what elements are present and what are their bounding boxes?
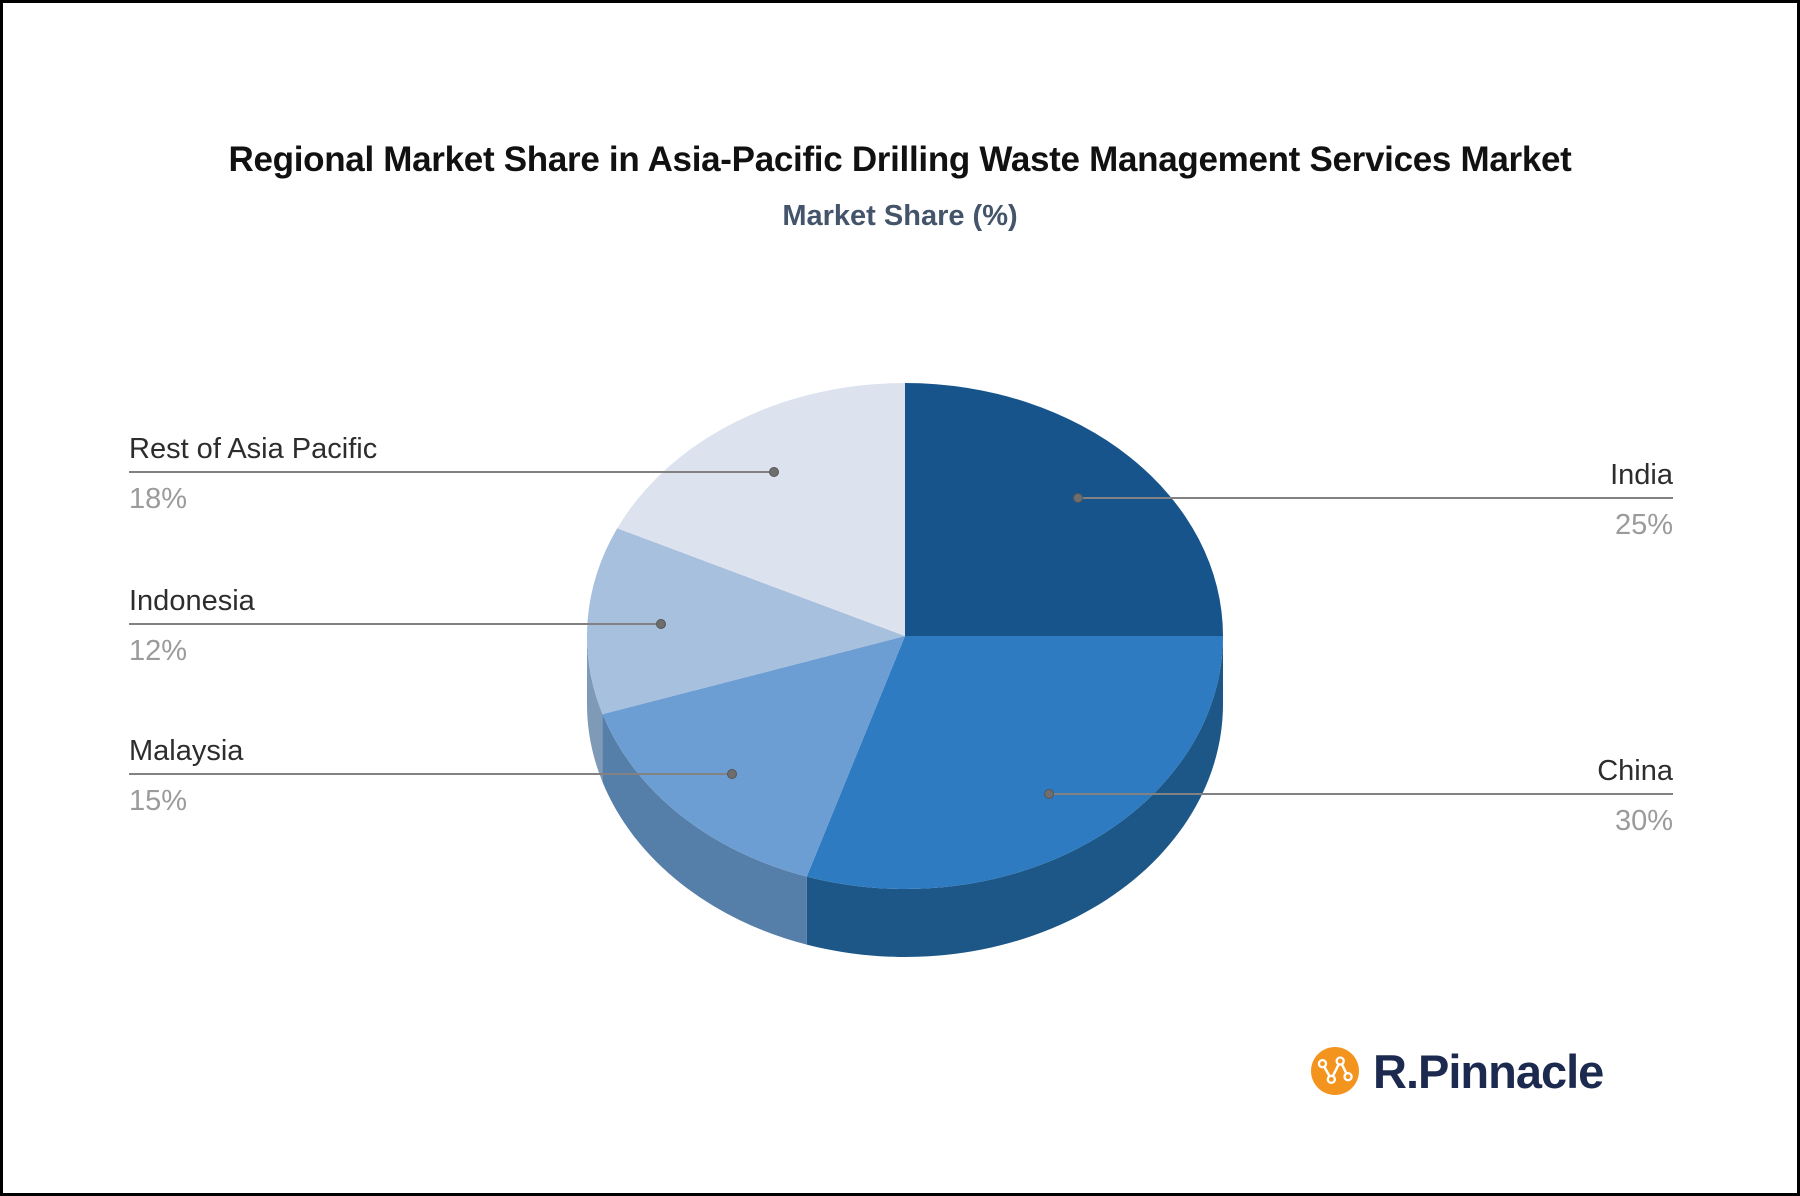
slice-percentage: 30%: [1614, 804, 1673, 837]
slice-percentage: 12%: [129, 634, 188, 667]
chart-title: Regional Market Share in Asia-Pacific Dr…: [228, 140, 1572, 179]
slice-percentage: 18%: [129, 482, 188, 515]
pie-slice-side-indonesia: [587, 636, 603, 783]
leader-dot-malaysia: [726, 768, 737, 779]
slice-label: Rest of Asia Pacific: [129, 432, 378, 465]
pie-slice-india: [905, 383, 1223, 636]
slice-percentage: 25%: [1614, 509, 1673, 542]
pie-slice-malaysia: [602, 636, 905, 877]
slice-percentage: 15%: [129, 784, 188, 817]
slice-label: Malaysia: [129, 734, 244, 767]
pie-slice-side-malaysia: [602, 714, 807, 945]
leader-line: [1078, 497, 1673, 500]
leader-dot-indonesia: [655, 618, 666, 629]
brand-logo[interactable]: R.Pinnacle: [1311, 1044, 1604, 1098]
pie-slice-china: [806, 636, 1223, 890]
slice-label: China: [1597, 754, 1673, 787]
leader-dot-india: [1073, 493, 1084, 504]
leader-dot-china: [1043, 788, 1054, 799]
leader-line: [129, 622, 661, 625]
line-chart-icon: [1311, 1047, 1359, 1095]
pie-slice-rest-of-asia-pacific: [617, 383, 905, 636]
slice-label: Indonesia: [129, 584, 255, 617]
leader-line: [129, 772, 732, 775]
slice-label: India: [1610, 459, 1673, 492]
logo-text: R.Pinnacle: [1373, 1044, 1604, 1098]
chart-subtitle: Market Share (%): [782, 200, 1018, 232]
leader-line: [129, 470, 774, 473]
pie-slice-side-china: [806, 636, 1223, 958]
leader-line: [1048, 792, 1673, 795]
pie-chart: [586, 383, 1223, 958]
pie-slice-indonesia: [586, 528, 905, 715]
leader-dot-rest-of-asia-pacific: [768, 466, 779, 477]
